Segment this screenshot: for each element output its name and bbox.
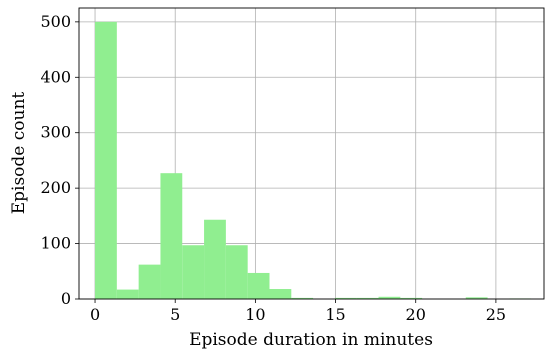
histogram-bar [138, 264, 161, 299]
histogram-bar [465, 297, 488, 299]
y-axis-label: Episode count [9, 92, 29, 215]
x-tick-label: 10 [245, 305, 265, 324]
plot-frame [78, 7, 545, 300]
histogram-bars [95, 21, 532, 300]
x-axis-ticks: 0 5 10 15 20 25 [90, 299, 506, 324]
histogram-bar [269, 289, 292, 299]
y-axis-ticks: 0 100 200 300 400 500 [40, 12, 79, 308]
x-tick-label: 20 [406, 305, 426, 324]
x-tick-label: 15 [325, 305, 345, 324]
histogram-bar [291, 297, 314, 299]
y-tick-label: 100 [40, 234, 71, 253]
histogram-bar [225, 245, 248, 299]
grid-lines [79, 8, 544, 300]
y-tick-label: 200 [40, 178, 71, 197]
histogram-bar [204, 219, 226, 299]
histogram-bar [356, 297, 379, 299]
y-tick-label: 500 [40, 12, 71, 31]
histogram-bar [378, 296, 401, 299]
histogram-bar [247, 272, 270, 299]
x-axis-label: Episode duration in minutes [189, 330, 433, 349]
x-tick-label: 0 [90, 305, 100, 324]
y-tick-label: 300 [40, 123, 71, 142]
y-tick-label: 400 [40, 67, 71, 86]
histogram-bar [400, 297, 423, 299]
x-tick-label: 25 [486, 305, 506, 324]
histogram-bar [116, 289, 139, 299]
y-tick-label: 0 [61, 289, 71, 308]
histogram-bar [95, 21, 117, 299]
histogram-bar [334, 297, 357, 299]
x-tick-label: 5 [170, 305, 180, 324]
histogram-bar [182, 245, 205, 299]
histogram-bar [160, 173, 183, 299]
